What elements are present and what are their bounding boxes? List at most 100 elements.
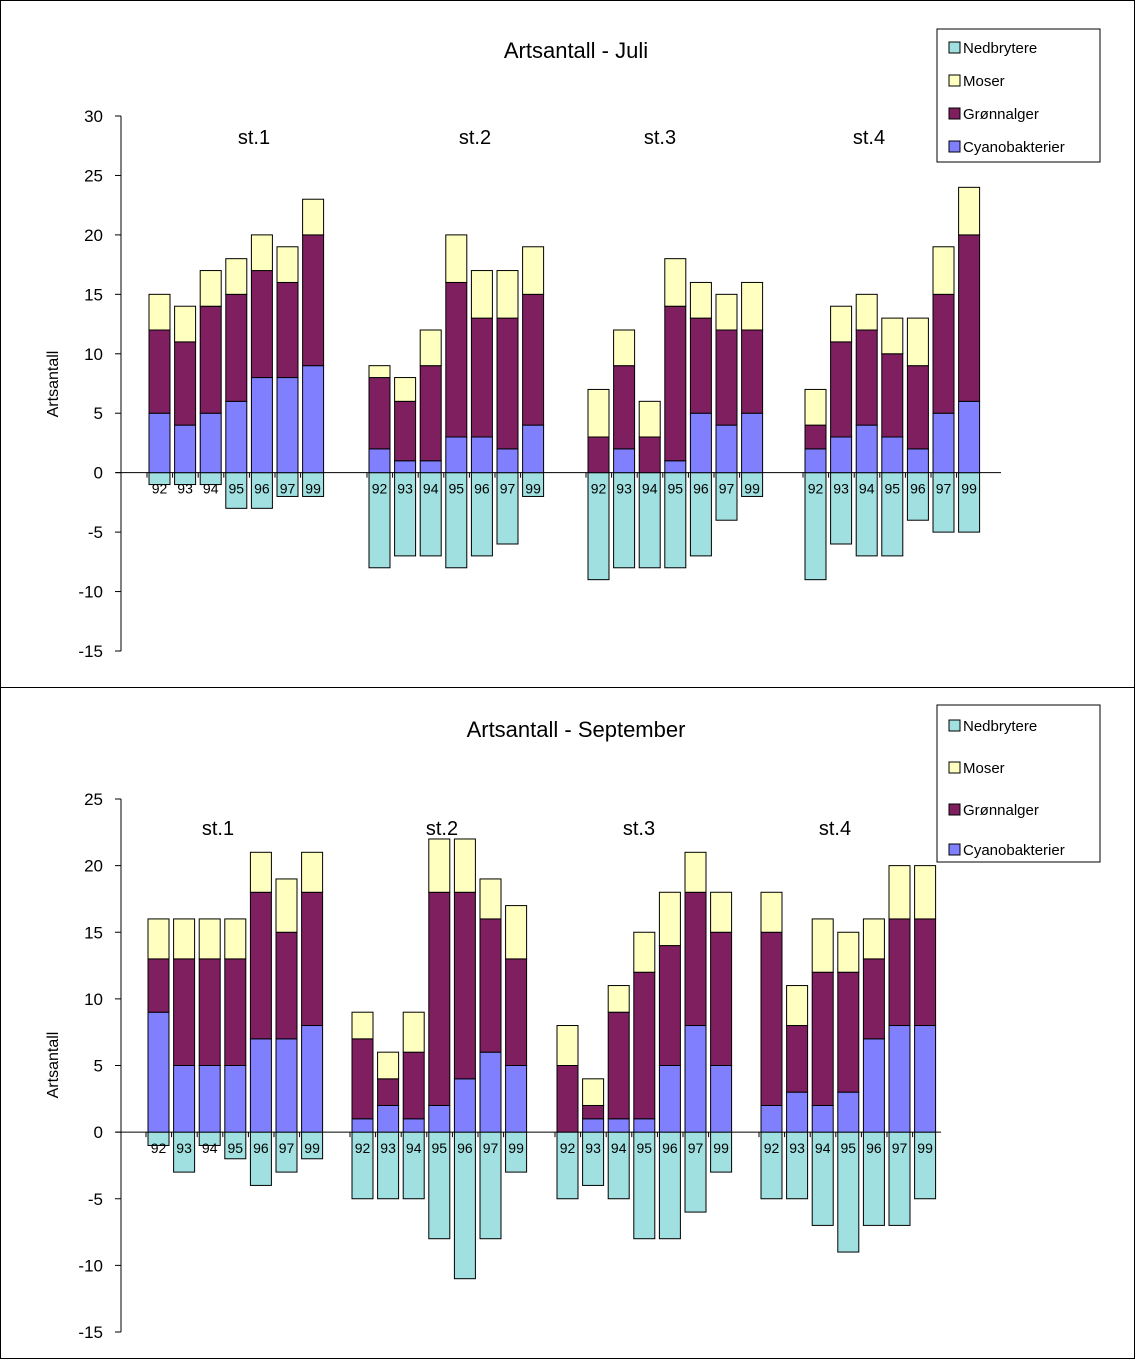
station-label: st.1 [202, 818, 234, 840]
bar-cyanobakterier [811, 1104, 834, 1133]
bar-cyanobakterier [613, 448, 636, 474]
y-tick-label: -10 [78, 1256, 103, 1275]
bar-gronnalger [174, 341, 197, 426]
bar-cyanobakterier [741, 412, 764, 474]
legend-box [936, 704, 1101, 863]
bar-gronnalger [479, 918, 502, 1053]
x-tick-label: 99 [961, 481, 977, 497]
bar-moser [250, 234, 273, 272]
x-tick-label: 96 [253, 1140, 269, 1156]
y-tick-label: 0 [94, 464, 103, 483]
bar-cyanobakterier [445, 436, 468, 474]
x-tick-label: 93 [177, 481, 193, 497]
y-tick-label: -5 [88, 1190, 103, 1209]
bar-cyanobakterier [225, 400, 248, 474]
bar-moser [199, 270, 222, 307]
bar-moser [804, 388, 827, 426]
bar-cyanobakterier [633, 1118, 656, 1133]
bar-cyanobakterier [582, 1118, 605, 1133]
bar-cyanobakterier [760, 1104, 783, 1133]
legend-label: Grønnalger [963, 802, 1039, 819]
bar-gronnalger [250, 270, 273, 379]
station-label: st.3 [623, 818, 655, 840]
bar-cyanobakterier [710, 1065, 733, 1133]
bar-moser [633, 931, 656, 973]
x-tick-label: 99 [508, 1140, 524, 1156]
legend-label: Moser [963, 760, 1005, 777]
x-tick-label: 94 [202, 1140, 218, 1156]
y-tick-label: -10 [78, 583, 103, 602]
bar-cyanobakterier [199, 412, 222, 474]
bar-gronnalger [830, 341, 853, 438]
x-tick-label: 97 [280, 481, 296, 497]
station-label: st.1 [238, 127, 270, 149]
bar-gronnalger [275, 931, 298, 1040]
bar-gronnalger [958, 234, 981, 402]
bar-gronnalger [811, 971, 834, 1106]
bar-cyanobakterier [855, 424, 878, 474]
bar-gronnalger [225, 293, 248, 402]
bar-gronnalger [638, 436, 661, 474]
y-tick-label: 15 [84, 285, 103, 304]
bar-cyanobakterier [689, 412, 712, 474]
bar-moser [613, 329, 636, 367]
bar-cyanobakterier [419, 460, 442, 474]
x-tick-label: 94 [642, 481, 658, 497]
bar-gronnalger [445, 281, 468, 438]
bar-moser [587, 388, 610, 438]
bar-moser [715, 293, 738, 331]
station-label: st.4 [819, 818, 851, 840]
bar-cyanobakterier [224, 1065, 247, 1133]
legend-box [936, 28, 1101, 163]
bar-cyanobakterier [249, 1038, 272, 1133]
x-tick-label: 96 [866, 1140, 882, 1156]
bar-cyanobakterier [173, 1065, 196, 1133]
bar-gronnalger [862, 958, 885, 1040]
bar-gronnalger [402, 1051, 425, 1120]
bar-cyanobakterier [174, 424, 197, 474]
legend-swatch [948, 719, 961, 732]
bar-cyanobakterier [804, 448, 827, 474]
bar-moser [914, 865, 937, 920]
y-tick-label: -5 [88, 523, 103, 542]
y-axis-label: Artsantall [45, 1032, 62, 1099]
bar-gronnalger [881, 353, 904, 438]
bar-moser [582, 1078, 605, 1106]
x-tick-label: 92 [591, 481, 607, 497]
x-tick-label: 93 [789, 1140, 805, 1156]
bar-moser [505, 905, 528, 960]
bar-cyanobakterier [147, 1011, 170, 1133]
bar-moser [760, 891, 783, 933]
y-tick-label: 25 [84, 790, 103, 809]
bar-moser [377, 1051, 400, 1080]
bar-cyanobakterier [837, 1091, 860, 1133]
x-tick-label: 93 [176, 1140, 192, 1156]
bar-moser [741, 281, 764, 331]
chart-title: Artsantall - Juli [504, 38, 648, 63]
bar-cyanobakterier [368, 448, 391, 474]
station-label: st.2 [459, 127, 491, 149]
x-tick-label: 95 [432, 1140, 448, 1156]
y-axis-label: Artsantall [45, 351, 62, 418]
bar-moser [710, 891, 733, 933]
bar-gronnalger [249, 891, 272, 1040]
bar-cyanobakterier [786, 1091, 809, 1133]
bar-gronnalger [419, 365, 442, 462]
x-tick-label: 96 [693, 481, 709, 497]
bar-moser [888, 865, 911, 920]
bar-moser [862, 918, 885, 960]
x-tick-label: 93 [585, 1140, 601, 1156]
bar-gronnalger [837, 971, 860, 1093]
bar-gronnalger [453, 891, 476, 1080]
bar-moser [638, 400, 661, 438]
station-label: st.2 [426, 818, 458, 840]
chart-september: Artsantall - September Artsantall 25 20 15 10… [45, 704, 1101, 1342]
x-tick-label: 94 [423, 481, 439, 497]
bar-moser [470, 270, 493, 319]
x-tick-label: 95 [885, 481, 901, 497]
bar-gronnalger [147, 958, 170, 1013]
bar-gronnalger [302, 234, 325, 367]
bar-cyanobakterier [830, 436, 853, 474]
bar-cyanobakterier [351, 1118, 374, 1133]
bar-moser [664, 258, 687, 307]
